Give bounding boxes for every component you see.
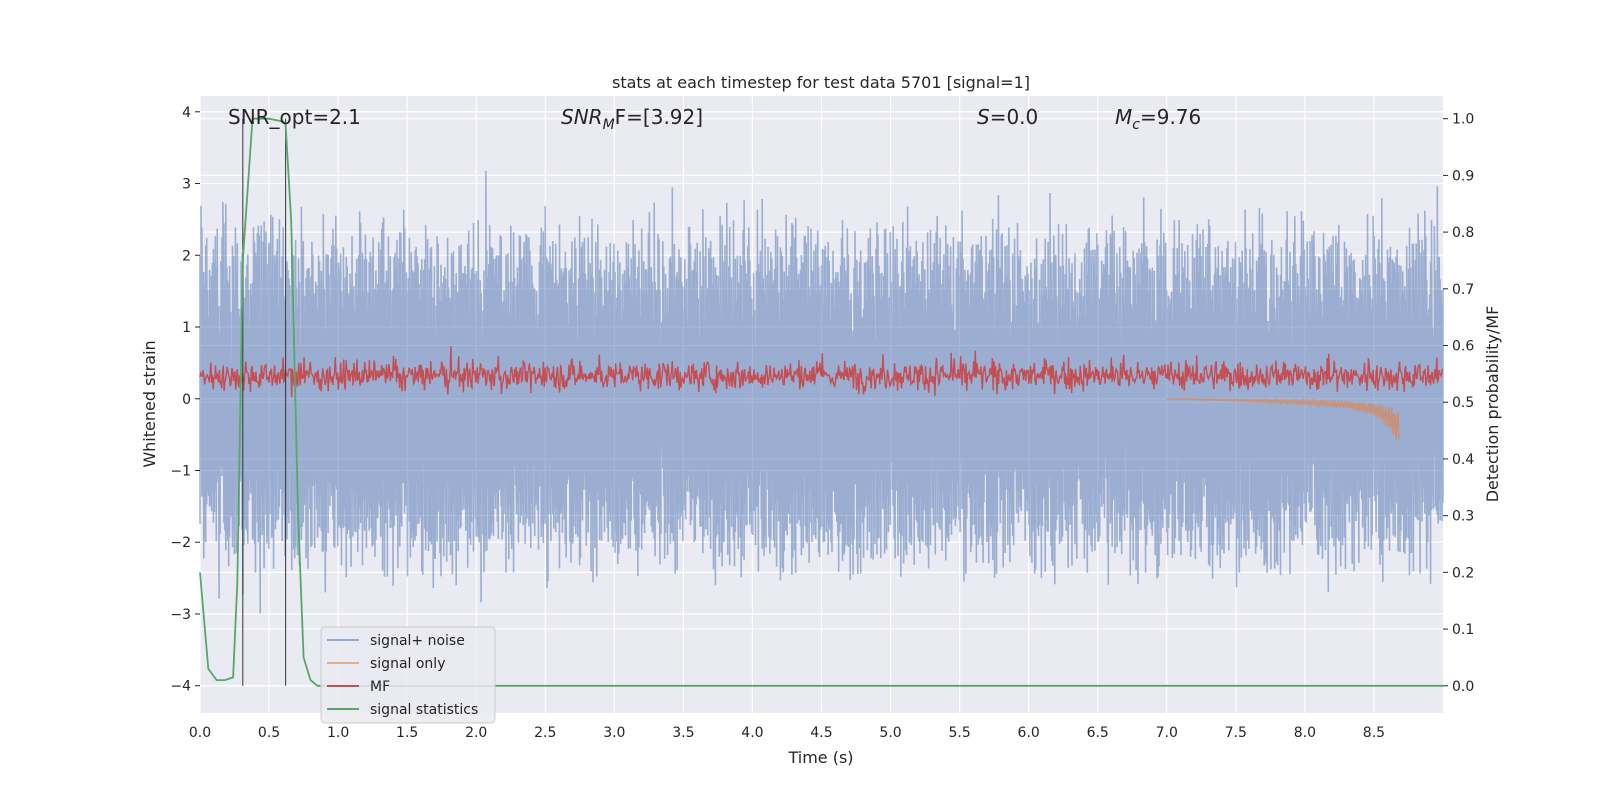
- y-tick-label-left: 3: [182, 177, 191, 193]
- x-tick-label: 5.5: [948, 725, 970, 741]
- annotation-snr-opt: SNR_opt=2.1: [228, 105, 361, 129]
- series-mf: [199, 345, 1444, 398]
- legend-label-signal-noise: signal+ noise: [370, 633, 465, 649]
- legend-label-signal-only: signal only: [370, 656, 445, 672]
- series-signal-statistics: [199, 117, 1443, 687]
- x-tick-label: 6.5: [1087, 725, 1109, 741]
- annotation-mc: Mc=9.76: [1115, 105, 1201, 133]
- y-tick-label-left: 0: [182, 392, 191, 408]
- annotation-s-rest: =0.0: [990, 105, 1039, 129]
- y-tick-label-right: 0.4: [1452, 452, 1474, 468]
- x-tick-label: 2.0: [465, 725, 487, 741]
- y-tick-label-right: 0.7: [1452, 282, 1474, 298]
- y-tick-label-right: 0.8: [1452, 225, 1474, 241]
- vertical-markers: [242, 118, 287, 686]
- y-tick-label-right: 0.2: [1452, 565, 1474, 581]
- y-tick-label-right: 0.3: [1452, 509, 1474, 525]
- annotation-snr-mf-rest: F=[3.92]: [615, 105, 703, 129]
- annotation-mc-var: M: [1115, 105, 1132, 129]
- annotation-mc-rest: =9.76: [1140, 105, 1201, 129]
- line-signal-noise: [199, 170, 1444, 614]
- y-tick-label-right: 0.9: [1452, 168, 1474, 184]
- axis-ticks: 0.0 0.5 1.0 1.5 2.0 2.5 3.0 3.5 4.0 4.5 5.0 5.5 6.0 6…: [170, 105, 1474, 741]
- legend-label-mf: MF: [370, 679, 390, 695]
- x-tick-label: 4.0: [741, 725, 763, 741]
- y-tick-label-left: −2: [170, 535, 191, 551]
- x-tick-label: 2.5: [534, 725, 556, 741]
- y-axis-label-left: Whitened strain: [140, 340, 159, 467]
- annotation-mc-sub: c: [1132, 117, 1140, 133]
- legend: signal+ noise signal only MF signal stat…: [320, 626, 496, 724]
- series-signal-noise: [199, 170, 1444, 614]
- x-tick-label: 0.0: [189, 725, 211, 741]
- y-tick-label-left: 1: [182, 320, 191, 336]
- x-tick-label: 6.0: [1018, 725, 1040, 741]
- chart-title: stats at each timestep for test data 570…: [612, 73, 1030, 92]
- annotation-snr-mf: SNRMF=[3.92]: [561, 105, 703, 133]
- line-signal-only: [1166, 397, 1400, 441]
- x-tick-label: 3.0: [603, 725, 625, 741]
- annotation-snr-mf-main: SNR: [561, 105, 603, 129]
- x-tick-label: 7.0: [1156, 725, 1178, 741]
- y-tick-label-left: −4: [170, 679, 191, 695]
- line-mf: [199, 345, 1444, 398]
- annotation-s-var: S: [977, 105, 990, 129]
- y-tick-label-right: 0.6: [1452, 339, 1474, 355]
- y-tick-label-left: 2: [182, 248, 191, 264]
- y-axis-label-right: Detection probability/MF: [1483, 306, 1502, 503]
- y-tick-label-right: 0.0: [1452, 679, 1474, 695]
- line-signal-statistics: [199, 117, 1443, 687]
- x-tick-label: 5.0: [879, 725, 901, 741]
- x-tick-label: 7.5: [1225, 725, 1247, 741]
- annotation-s: S=0.0: [977, 105, 1038, 129]
- y-tick-label-left: 4: [182, 105, 191, 121]
- x-tick-label: 1.5: [396, 725, 418, 741]
- annotation-snr-mf-sub: M: [603, 117, 615, 133]
- y-tick-label-right: 0.1: [1452, 622, 1474, 638]
- x-axis-label: Time (s): [787, 748, 853, 767]
- y-tick-label-right: 1.0: [1452, 112, 1474, 128]
- x-tick-label: 8.5: [1363, 725, 1385, 741]
- series-signal-only: [1166, 397, 1400, 441]
- x-tick-label: 8.0: [1294, 725, 1316, 741]
- y-tick-label-left: −1: [170, 464, 191, 480]
- y-tick-label-right: 0.5: [1452, 395, 1474, 411]
- x-tick-label: 4.5: [810, 725, 832, 741]
- legend-label-signal-statistics: signal statistics: [370, 702, 478, 718]
- x-tick-label: 1.0: [327, 725, 349, 741]
- y-tick-label-left: −3: [170, 607, 191, 623]
- legend-box: [320, 626, 496, 724]
- x-tick-label: 0.5: [258, 725, 280, 741]
- x-tick-label: 3.5: [672, 725, 694, 741]
